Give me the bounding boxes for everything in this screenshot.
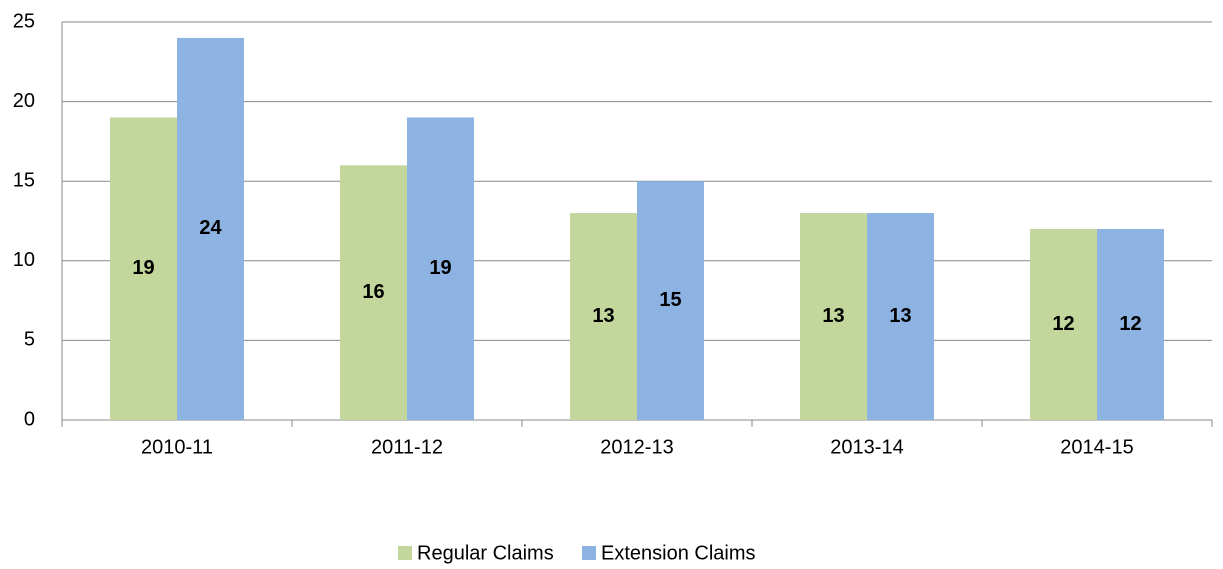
bar [407, 117, 474, 421]
data-label: 19 [132, 257, 154, 279]
bar [1030, 228, 1097, 420]
x-tick-label: 2011-12 [371, 436, 443, 458]
data-label: 12 [1119, 313, 1141, 335]
bar [867, 213, 934, 420]
legend-label: Extension Claims [601, 542, 756, 564]
legend-label: Regular Claims [417, 542, 554, 564]
data-label: 12 [1052, 313, 1074, 335]
bar [570, 213, 637, 420]
x-tick-label: 2013-14 [830, 436, 903, 458]
data-label: 19 [429, 257, 451, 279]
x-tick-label: 2010-11 [141, 436, 213, 458]
x-tick-label: 2012-13 [600, 436, 673, 458]
bar [1097, 228, 1164, 420]
bar [110, 117, 177, 421]
y-tick-label: 5 [24, 329, 35, 351]
y-tick-label: 15 [13, 169, 35, 191]
legend-swatch [398, 546, 412, 560]
bar [800, 213, 867, 420]
data-label: 15 [659, 289, 681, 311]
data-label: 16 [362, 281, 384, 303]
x-tick-label: 2014-15 [1060, 436, 1133, 458]
data-label: 13 [889, 305, 911, 327]
legend-swatch [582, 546, 596, 560]
y-tick-label: 25 [13, 10, 35, 32]
bar [637, 181, 704, 420]
y-tick-label: 10 [13, 249, 35, 271]
bar [340, 165, 407, 420]
data-label: 24 [199, 217, 222, 239]
y-tick-label: 0 [24, 408, 35, 430]
y-tick-label: 20 [13, 90, 35, 112]
data-label: 13 [592, 305, 614, 327]
bar [177, 37, 244, 421]
data-label: 13 [822, 305, 844, 327]
